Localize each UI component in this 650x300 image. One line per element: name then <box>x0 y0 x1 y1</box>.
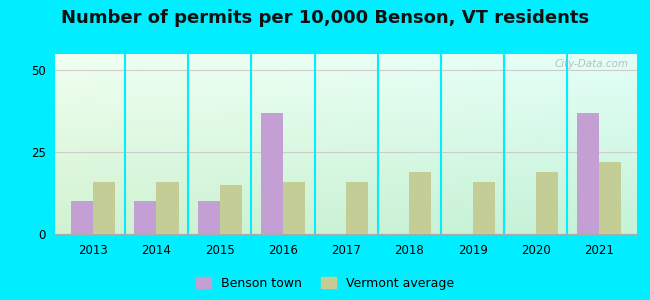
Bar <box>198 201 220 234</box>
Bar <box>71 201 93 234</box>
Bar <box>157 182 179 234</box>
Bar <box>283 182 305 234</box>
Bar <box>473 182 495 234</box>
Bar <box>93 182 115 234</box>
Bar <box>261 113 283 234</box>
Bar <box>135 201 157 234</box>
Bar <box>410 172 432 234</box>
Text: City-Data.com: City-Data.com <box>554 59 629 69</box>
Bar <box>536 172 558 234</box>
Bar <box>599 162 621 234</box>
Legend: Benson town, Vermont average: Benson town, Vermont average <box>192 273 458 294</box>
Bar <box>220 185 242 234</box>
Bar <box>346 182 369 234</box>
Bar <box>577 113 599 234</box>
Text: Number of permits per 10,000 Benson, VT residents: Number of permits per 10,000 Benson, VT … <box>61 9 589 27</box>
